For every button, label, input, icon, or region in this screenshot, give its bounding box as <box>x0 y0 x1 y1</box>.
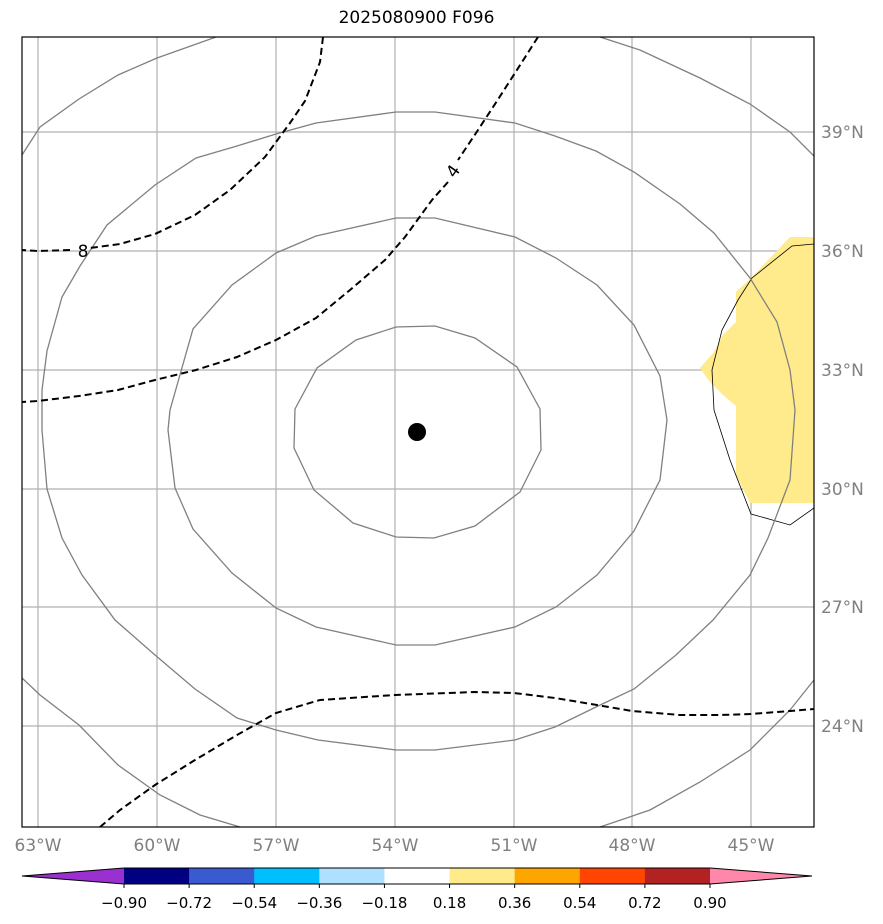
lon-label: 45°W <box>728 836 775 856</box>
colorbar-tick-label: 0.90 <box>693 894 726 912</box>
colorbar-tick-label: −0.18 <box>361 894 407 912</box>
colorbar-box <box>579 868 646 884</box>
lat-label: 24°N <box>821 717 864 737</box>
dashed-contour-4 <box>22 37 539 403</box>
dashed-contour-8 <box>22 37 324 253</box>
colorbar-tick-label: −0.90 <box>101 894 147 912</box>
dashed-contour-lower <box>99 690 814 827</box>
colorbar-extend-max <box>710 868 812 884</box>
map-content: 8 4 <box>22 37 814 827</box>
contour-ring-4 <box>22 37 217 156</box>
dashed-contours <box>22 37 814 827</box>
contour-ring-4c <box>22 677 241 827</box>
solid-contours <box>22 37 814 827</box>
colorbar-tick-label: −0.72 <box>166 894 212 912</box>
lon-label: 48°W <box>609 836 656 856</box>
colorbar-box <box>124 868 190 884</box>
shaded-region <box>700 237 814 503</box>
contour-label-4: 4 <box>443 161 466 181</box>
lon-label: 54°W <box>372 836 419 856</box>
colorbar-tick-label: 0.54 <box>563 894 596 912</box>
colorbar-tick-label: −0.54 <box>231 894 277 912</box>
colorbar-box <box>384 868 451 884</box>
map-title: 2025080900 F096 <box>338 8 495 28</box>
colorbar-extend-min <box>22 868 124 884</box>
coastline <box>711 243 814 526</box>
colorbar-box <box>449 868 516 884</box>
lon-label: 63°W <box>15 836 62 856</box>
colorbar-box <box>189 868 255 884</box>
lon-labels: 63°W 60°W 57°W 54°W 51°W 48°W 45°W <box>15 836 775 856</box>
lon-label: 51°W <box>491 836 538 856</box>
colorbar-box <box>254 868 320 884</box>
map-frame <box>21 36 815 828</box>
colorbar-box <box>319 868 385 884</box>
colorbar-box <box>514 868 581 884</box>
colorbar: −0.90 −0.72 −0.54 −0.36 −0.18 0.18 0.36 0.54 0.7… <box>21 867 813 912</box>
lat-label: 36°N <box>821 242 864 262</box>
lat-labels: 39°N 36°N 33°N 30°N 27°N 24°N <box>821 123 864 737</box>
lat-label: 30°N <box>821 480 864 500</box>
lat-label: 27°N <box>821 598 864 618</box>
contour-ring-4d <box>599 679 814 827</box>
colorbar-tick-label: −0.36 <box>296 894 342 912</box>
lon-label: 57°W <box>253 836 300 856</box>
center-marker <box>408 423 426 441</box>
contour-label-8: 8 <box>78 242 89 262</box>
contour-ring-2 <box>167 217 668 646</box>
colorbar-tick-label: 0.18 <box>433 894 466 912</box>
contour-ring-1 <box>293 325 542 539</box>
lat-label: 39°N <box>821 123 864 143</box>
lon-label: 60°W <box>134 836 181 856</box>
colorbar-tick-label: 0.36 <box>498 894 531 912</box>
colorbar-box <box>644 868 711 884</box>
contour-ring-3 <box>41 111 796 751</box>
contour-ring-4b <box>599 37 814 157</box>
lat-label: 33°N <box>821 361 864 381</box>
colorbar-tick-label: 0.72 <box>628 894 661 912</box>
